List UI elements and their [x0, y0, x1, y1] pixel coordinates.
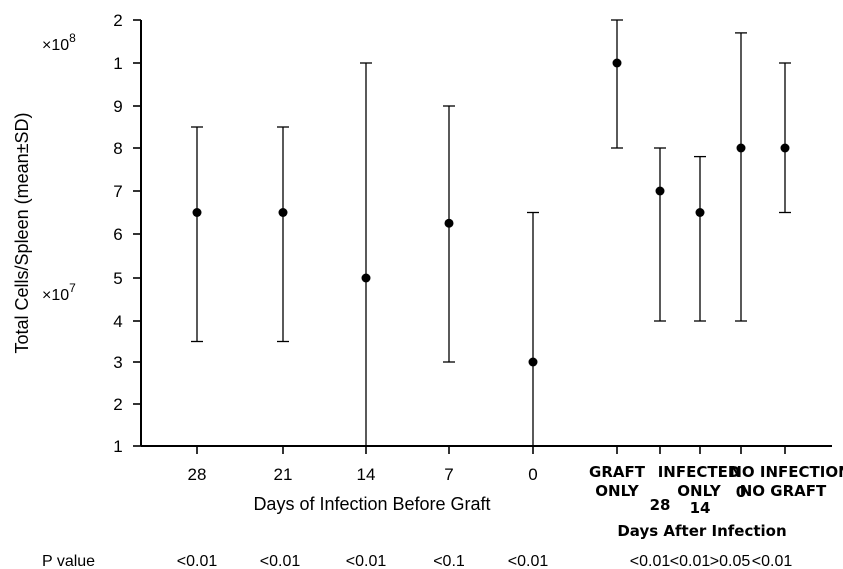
p-value: <0.01	[752, 553, 793, 569]
x-ticks: 28 21 14 7 0	[188, 446, 786, 484]
y-tick-label: 1	[113, 54, 122, 73]
p-value: >0.05	[710, 553, 751, 569]
p-value: <0.01	[670, 553, 711, 569]
y-tick-label: 5	[113, 269, 122, 288]
mean-point	[528, 357, 538, 367]
mean-point	[278, 208, 288, 217]
y-tick-label: 9	[113, 97, 122, 116]
y-tick-label: 4	[113, 312, 122, 331]
y-multiplier-lower: ×107	[42, 281, 76, 304]
p-value-row: P value <0.01 <0.01 <0.01 <0.1 <0.01 <0.01 <0.…	[42, 553, 792, 569]
data-point-group	[191, 126, 203, 343]
p-value: <0.01	[508, 553, 549, 569]
mean-point	[695, 208, 705, 217]
right-group-labels: GRAFT ONLY 28 INFECTED ONLY 14 0 NO INFE…	[589, 463, 843, 540]
no-infection-label-line2: NO GRAFT	[740, 482, 827, 500]
graft-only-label-line1: GRAFT	[589, 463, 646, 481]
p-value: <0.1	[433, 553, 465, 569]
x-tick-label: 21	[274, 465, 293, 484]
svg-text:×107: ×107	[42, 281, 76, 304]
y-tick-label: 2	[113, 11, 122, 30]
infected-only-label-line2: ONLY	[677, 482, 722, 500]
data-point-group	[694, 155, 706, 322]
mean-point	[612, 58, 622, 68]
y-ticks: 1 2 3 4 5 6 7 8 9 1 2	[113, 11, 141, 456]
data-point-group	[779, 62, 791, 214]
p-value-label: P value	[42, 553, 95, 569]
y-axis-title: Total Cells/Spleen (mean±SD)	[12, 113, 32, 354]
y-tick-label: 3	[113, 353, 122, 372]
data-point-group	[735, 32, 747, 322]
graft-only-label-line2: ONLY	[595, 482, 640, 500]
mean-point	[444, 218, 454, 228]
data-marks	[191, 19, 791, 447]
x-tick-label: 28	[188, 465, 207, 484]
mean-point	[736, 143, 746, 153]
data-point-group	[443, 105, 455, 363]
p-value: <0.01	[630, 553, 671, 569]
data-point-group	[527, 211, 539, 447]
p-value: <0.01	[346, 553, 387, 569]
p-value: <0.01	[260, 553, 301, 569]
days-after-infection-title: Days After Infection	[617, 522, 786, 540]
day-14-label: 14	[690, 499, 711, 517]
y-tick-label: 1	[113, 437, 122, 456]
data-point-group	[611, 19, 623, 149]
mean-point	[655, 186, 665, 196]
no-infection-label-line1: NO INFECTION	[729, 463, 843, 481]
data-point-group	[277, 126, 289, 343]
y-tick-label: 8	[113, 139, 122, 158]
x-axis-title: Days of Infection Before Graft	[253, 494, 490, 514]
y-multiplier-upper: ×108	[42, 31, 76, 54]
mean-point	[780, 143, 790, 153]
y-tick-label: 7	[113, 182, 122, 201]
day-0-label: 0	[736, 483, 746, 501]
mean-point	[192, 208, 202, 217]
infected-only-label-line1: INFECTED	[658, 463, 741, 481]
x-tick-label: 7	[444, 465, 453, 484]
mean-point	[361, 273, 371, 283]
data-point-group	[360, 62, 372, 447]
day-28-label: 28	[650, 496, 671, 514]
x-tick-label: 0	[528, 465, 537, 484]
y-tick-label: 6	[113, 225, 122, 244]
axes	[140, 20, 832, 447]
x-tick-label: 14	[357, 465, 376, 484]
data-point-group	[654, 147, 666, 322]
y-tick-label: 2	[113, 395, 122, 414]
p-value: <0.01	[177, 553, 218, 569]
svg-text:×108: ×108	[42, 31, 76, 54]
